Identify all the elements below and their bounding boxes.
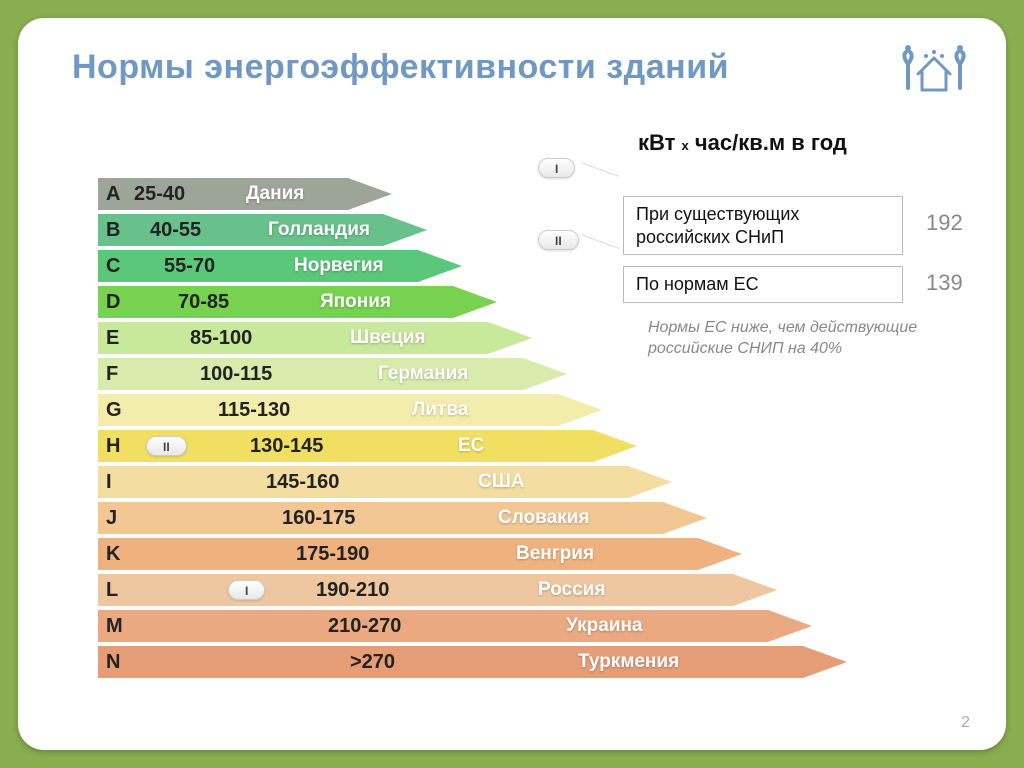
class-range: 190-210 (316, 574, 389, 606)
energy-class-row: E 85-100 Швеция (98, 322, 978, 354)
country-label: Япония (320, 286, 391, 318)
unit-pre: кВт (638, 130, 675, 155)
arrow-bar (98, 538, 698, 570)
class-letter: B (106, 214, 120, 246)
arrow-bar (98, 322, 488, 354)
page-number: 2 (961, 714, 970, 732)
energy-class-row: H 130-145 ЕС II (98, 430, 978, 462)
energy-class-row: F 100-115 Германия (98, 358, 978, 390)
arrow-tip (628, 466, 672, 498)
arrow-tip (768, 610, 812, 642)
class-range: 115-130 (218, 394, 290, 426)
country-label: Литва (412, 394, 468, 426)
arrow-tip (663, 502, 707, 534)
arrow-tip (523, 358, 567, 390)
arrow-tip (803, 646, 847, 678)
class-letter: K (106, 538, 120, 570)
energy-class-row: A 25-40 Дания (98, 178, 978, 210)
class-letter: L (106, 574, 118, 606)
energy-class-row: I 145-160 США (98, 466, 978, 498)
class-range: 70-85 (178, 286, 229, 318)
country-label: ЕС (458, 430, 484, 462)
country-label: Дания (246, 178, 304, 210)
energy-class-row: K 175-190 Венгрия (98, 538, 978, 570)
country-label: Венгрия (516, 538, 594, 570)
badge-connector (581, 162, 619, 177)
class-letter: G (106, 394, 122, 426)
class-letter: H (106, 430, 120, 462)
class-range: 160-175 (282, 502, 355, 534)
country-label: Словакия (498, 502, 589, 534)
arrow-tip (733, 574, 777, 606)
class-range: 55-70 (164, 250, 215, 282)
class-letter: I (106, 466, 112, 498)
class-range: 175-190 (296, 538, 369, 570)
unit-label: кВт x час/кв.м в год (638, 130, 847, 156)
country-label: Туркмения (578, 646, 679, 678)
energy-class-chart: A 25-40 Дания B 40-55 Голландия C 55-70 Норвегия… (98, 178, 978, 682)
arrow-tip (453, 286, 497, 318)
country-label: Норвегия (294, 250, 384, 282)
class-range: 25-40 (134, 178, 185, 210)
country-label: Россия (538, 574, 605, 606)
arrow-tip (593, 430, 637, 462)
class-range: 210-270 (328, 610, 401, 642)
energy-class-row: M 210-270 Украина (98, 610, 978, 642)
house-people-icon (902, 44, 966, 98)
class-range: 40-55 (150, 214, 201, 246)
arrow-tip (348, 178, 392, 210)
class-letter: J (106, 502, 117, 534)
arrow-tip (488, 322, 532, 354)
class-range: 145-160 (266, 466, 339, 498)
country-label: Голландия (268, 214, 370, 246)
class-letter: M (106, 610, 123, 642)
class-range: 130-145 (250, 430, 323, 462)
page-title: Нормы энергоэффективности зданий (72, 48, 729, 87)
arrow-tip (383, 214, 427, 246)
arrow-tip (558, 394, 602, 426)
unit-x: x (682, 138, 689, 153)
class-letter: D (106, 286, 120, 318)
class-letter: E (106, 322, 119, 354)
country-label: Украина (566, 610, 643, 642)
energy-class-row: N >270 Туркмения (98, 646, 978, 678)
arrow-tip (698, 538, 742, 570)
class-range: >270 (350, 646, 395, 678)
arrow-bar (98, 646, 803, 678)
arrow-tip (418, 250, 462, 282)
arrow-bar (98, 574, 733, 606)
energy-class-row: G 115-130 Литва (98, 394, 978, 426)
badge-top-i: I (538, 158, 575, 178)
energy-class-row: L 190-210 Россия I (98, 574, 978, 606)
arrow-bar (98, 610, 768, 642)
country-label: Швеция (350, 322, 426, 354)
class-letter: A (106, 178, 120, 210)
energy-class-row: D 70-85 Япония (98, 286, 978, 318)
class-range: 100-115 (200, 358, 272, 390)
badge-row-ii: II (146, 436, 187, 456)
class-range: 85-100 (190, 322, 252, 354)
energy-class-row: C 55-70 Норвегия (98, 250, 978, 282)
badge-row-i: I (228, 580, 265, 600)
slide-card: Нормы энергоэффективности зданий кВт (18, 18, 1006, 750)
unit-post: час/кв.м в год (695, 130, 847, 155)
arrow-bar (98, 466, 628, 498)
arrow-bar (98, 394, 558, 426)
class-letter: N (106, 646, 120, 678)
country-label: Германия (378, 358, 468, 390)
class-letter: C (106, 250, 120, 282)
country-label: США (478, 466, 525, 498)
arrow-bar (98, 286, 453, 318)
energy-class-row: B 40-55 Голландия (98, 214, 978, 246)
energy-class-row: J 160-175 Словакия (98, 502, 978, 534)
class-letter: F (106, 358, 118, 390)
